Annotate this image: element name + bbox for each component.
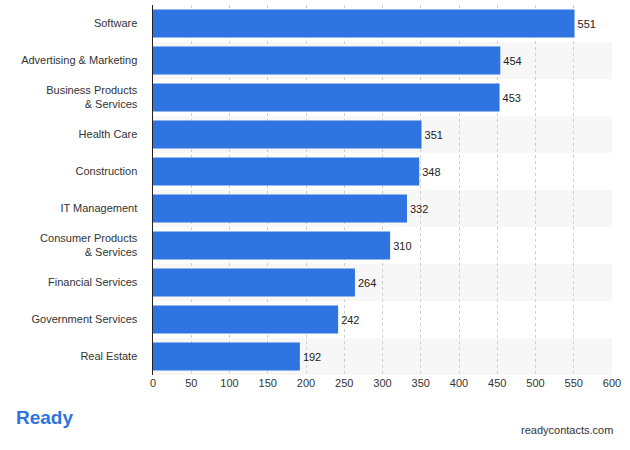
svg-text:551: 551 [578,18,596,30]
svg-text:0: 0 [150,377,156,389]
svg-text:Ready: Ready [16,407,73,428]
svg-text:500: 500 [526,377,544,389]
svg-text:192: 192 [303,351,321,363]
svg-text:453: 453 [503,92,521,104]
svg-text:IT Management: IT Management [60,202,137,214]
svg-text:242: 242 [341,314,359,326]
svg-text:Financial Services: Financial Services [48,276,138,288]
svg-text:310: 310 [393,240,411,252]
svg-text:Advertising & Marketing: Advertising & Marketing [21,54,137,66]
svg-text:250: 250 [335,377,353,389]
svg-text:264: 264 [358,277,376,289]
svg-text:Construction: Construction [76,165,138,177]
svg-text:Software: Software [94,17,137,29]
svg-text:50: 50 [185,377,197,389]
svg-text:550: 550 [565,377,583,389]
svg-text:150: 150 [259,377,277,389]
svg-text:450: 450 [488,377,506,389]
svg-text:Government Services: Government Services [32,313,138,325]
svg-text:400: 400 [450,377,468,389]
svg-text:351: 351 [425,129,443,141]
svg-text:Consumer Products& Services: Consumer Products& Services [40,232,138,258]
svg-text:454: 454 [503,55,521,67]
svg-text:200: 200 [297,377,315,389]
svg-text:332: 332 [410,203,428,215]
svg-text:100: 100 [220,377,238,389]
svg-text:readycontacts.com: readycontacts.com [521,424,613,436]
svg-text:Real Estate: Real Estate [80,350,137,362]
svg-text:Business Products& Services: Business Products& Services [46,84,138,110]
svg-text:600: 600 [603,377,621,389]
svg-text:300: 300 [373,377,391,389]
svg-text:Health Care: Health Care [79,128,138,140]
svg-text:348: 348 [422,166,440,178]
svg-text:350: 350 [412,377,430,389]
